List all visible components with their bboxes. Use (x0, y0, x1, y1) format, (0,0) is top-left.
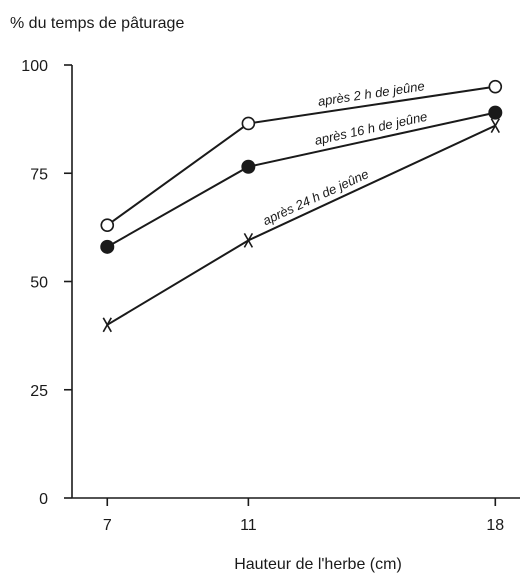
series-line-2 (106, 111, 496, 248)
x-tick-label-18: 18 (486, 517, 504, 534)
series-3-point-3 (490, 118, 501, 134)
series-label-3: après 24 h de jeûne (260, 166, 371, 228)
y-axis-ticks: 0 25 50 75 100 (21, 58, 72, 508)
x-axis-ticks: 7 11 18 (103, 498, 504, 534)
series-2-point-2 (241, 159, 256, 174)
series-1-point-2 (241, 116, 256, 131)
x-tick-label-11: 11 (240, 517, 257, 534)
x-axis-title: Hauteur de l'herbe (cm) (234, 556, 402, 573)
series-2-point-1 (100, 239, 115, 254)
y-tick-label-100: 100 (21, 58, 48, 75)
series-2-point-3 (488, 105, 503, 120)
y-tick-label-50: 50 (30, 275, 48, 292)
series-3-point-2 (243, 232, 254, 248)
y-tick-label-75: 75 (30, 166, 48, 183)
y-axis-title: % du temps de pâturage (10, 15, 184, 32)
x-tick-label-7: 7 (103, 517, 112, 534)
series-label-2: après 16 h de jeûne (313, 109, 428, 148)
y-tick-label-25: 25 (30, 383, 48, 400)
y-tick-label-0: 0 (39, 491, 48, 508)
series-1-point-1 (100, 218, 115, 233)
series-1-point-3 (488, 79, 503, 94)
series-3-point-1 (102, 317, 112, 333)
